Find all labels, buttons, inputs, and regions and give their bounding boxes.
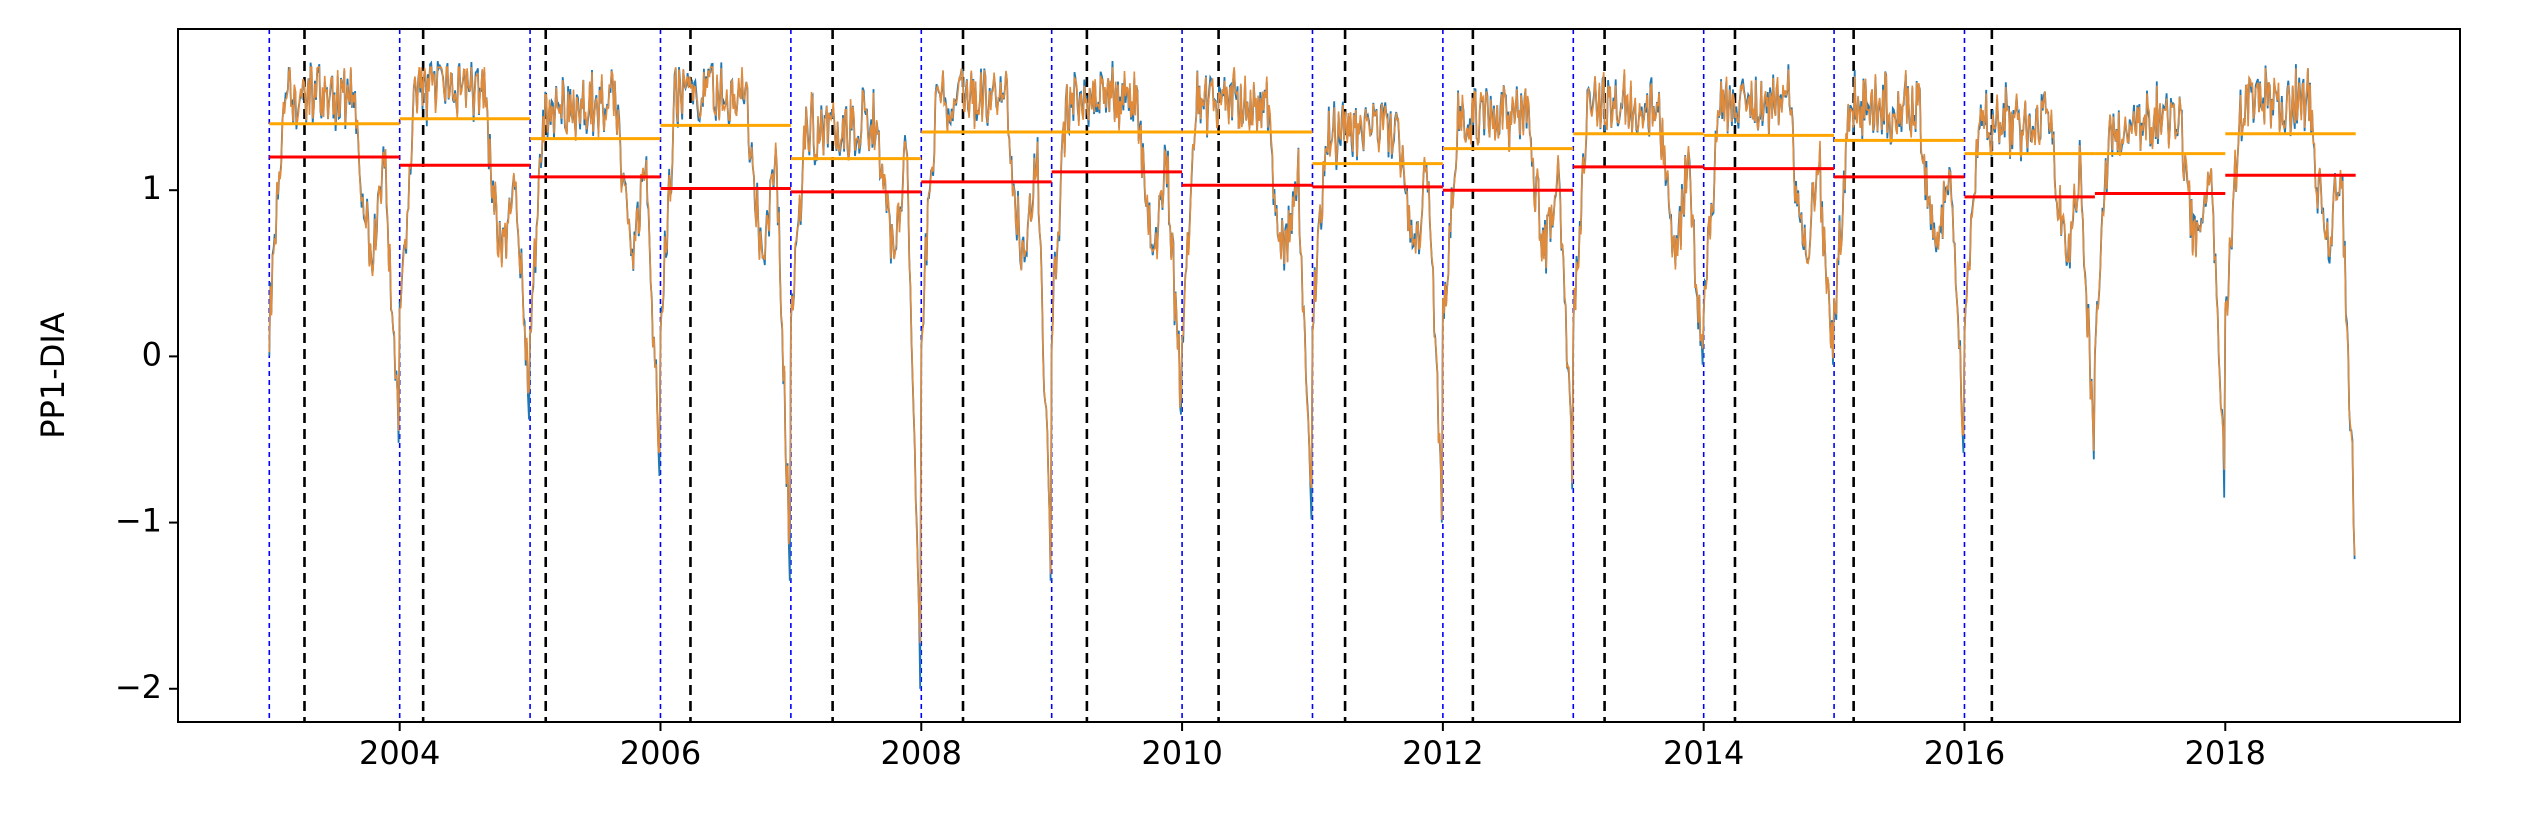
x-tick-label: 2010 (1141, 734, 1222, 772)
y-tick-label: −2 (115, 668, 162, 706)
x-tick-label: 2016 (1924, 734, 2005, 772)
x-tick-label: 2014 (1663, 734, 1744, 772)
plot-frame (177, 28, 2461, 723)
y-axis-ticks: −2 −1 0 1 (115, 169, 178, 706)
yearly-level-lines (269, 117, 2356, 199)
x-tick-label: 2008 (881, 734, 962, 772)
x-tick-label: 2018 (2185, 734, 2266, 772)
series-lines (268, 60, 2356, 689)
x-tick-label: 2004 (359, 734, 440, 772)
x-tick-label: 2006 (620, 734, 701, 772)
x-tick-label: 2012 (1402, 734, 1483, 772)
y-tick-label: 1 (142, 169, 162, 207)
y-axis-label: PP1-DIA (34, 312, 72, 439)
x-axis-ticks: 2004 2006 2008 2010 2012 2014 2016 2018 (359, 722, 2266, 772)
y-tick-label: −1 (115, 502, 162, 540)
smoothed-series-line (268, 66, 2356, 644)
y-tick-label: 0 (142, 335, 162, 373)
